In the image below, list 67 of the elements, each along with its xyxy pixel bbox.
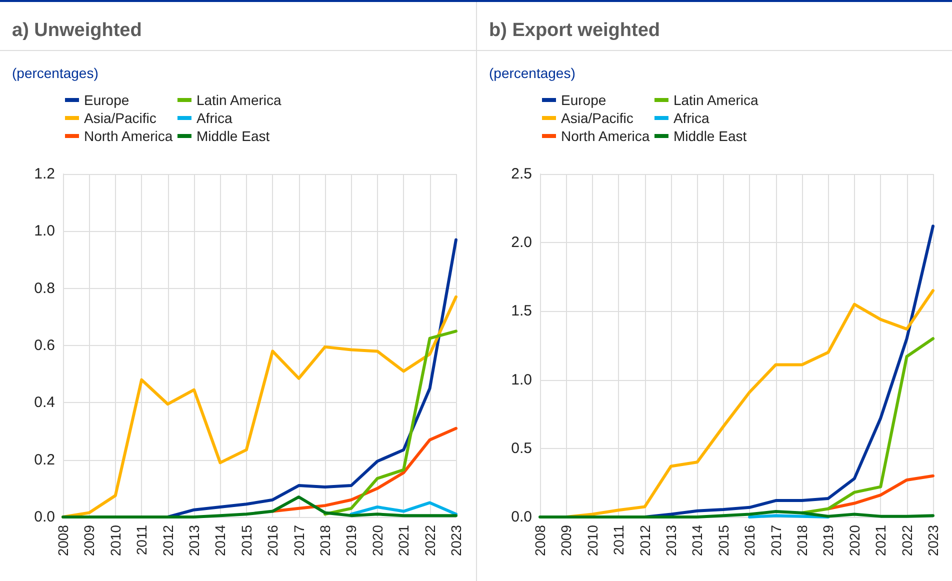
x-tick-label: 2009 [81,524,98,556]
x-tick-label: 2015 [715,524,732,556]
y-tick-label: 0.0 [34,508,55,526]
x-tick-label: 2014 [689,524,706,556]
line-series [350,501,458,516]
x-tick-label: 2016 [742,524,758,556]
x-tick-label: 2020 [369,524,386,556]
line-series [166,238,458,518]
y-tick-label: 2.5 [511,166,532,182]
x-tick-label: 2014 [212,524,228,556]
legend-label: North America [84,128,173,144]
x-tick-label: 2008 [55,524,71,556]
chart-title: b) Export weighted [489,20,660,42]
x-tick-label: 2010 [584,524,600,556]
chart-title: a) Unweighted [12,20,142,42]
line-series [271,426,458,513]
x-tick-label: 2009 [558,524,574,556]
x-tick-label: 2013 [186,524,202,556]
line-series [800,337,934,514]
y-tick-label: 1.0 [511,371,532,388]
x-tick-label: 2008 [532,524,548,556]
y-tick-label: 1.0 [34,222,55,240]
y-tick-label: 0.6 [34,337,55,354]
y-tick-label: 0.5 [511,440,532,457]
x-tick-label: 2017 [290,524,307,556]
x-tick-label: 2021 [396,524,412,556]
legend-label: North America [561,128,650,144]
x-tick-label: 2020 [846,524,862,556]
x-tick-label: 2019 [820,524,836,556]
x-tick-label: 2021 [872,524,889,556]
legend-label: Asia/Pacific [561,110,634,126]
y-tick-label: 0.4 [34,394,55,412]
y-tick-label: 0.2 [34,451,55,468]
x-tick-label: 2022 [422,524,438,556]
x-tick-label: 2022 [898,524,915,556]
line-series [324,330,458,516]
x-tick-label: 2015 [238,524,254,556]
legend-label: Latin America [196,92,282,108]
x-tick-label: 2017 [768,524,784,556]
x-tick-label: 2018 [317,524,333,556]
y-tick-label: 1.5 [511,302,532,320]
legend-label: Asia/Pacific [84,110,156,126]
y-tick-label: 0.8 [34,280,55,297]
legend-label: Europe [561,92,606,108]
x-tick-label: 2012 [636,524,653,556]
legend-label: Africa [196,110,232,126]
x-tick-label: 2018 [794,524,810,556]
x-tick-label: 2023 [448,524,464,556]
x-tick-label: 2016 [264,524,281,556]
chart-subtitle: (percentages) [489,65,576,81]
legend-label: Latin America [673,92,759,108]
y-tick-label: 0.0 [511,508,532,526]
legend-label: Europe [84,92,130,108]
y-tick-label: 2.0 [511,234,532,252]
x-tick-label: 2011 [134,524,150,556]
chart-subtitle: (percentages) [12,65,98,81]
x-tick-label: 2019 [343,524,360,556]
x-tick-label: 2011 [610,524,627,556]
x-tick-label: 2013 [663,524,679,556]
x-tick-label: 2023 [925,524,941,556]
x-tick-label: 2012 [160,524,176,556]
x-tick-label: 2010 [107,524,124,556]
legend-label: Middle East [196,128,270,144]
legend-label: Middle East [673,128,747,144]
line-series [826,474,934,510]
legend-label: Africa [673,110,710,126]
y-tick-label: 1.2 [34,166,55,182]
